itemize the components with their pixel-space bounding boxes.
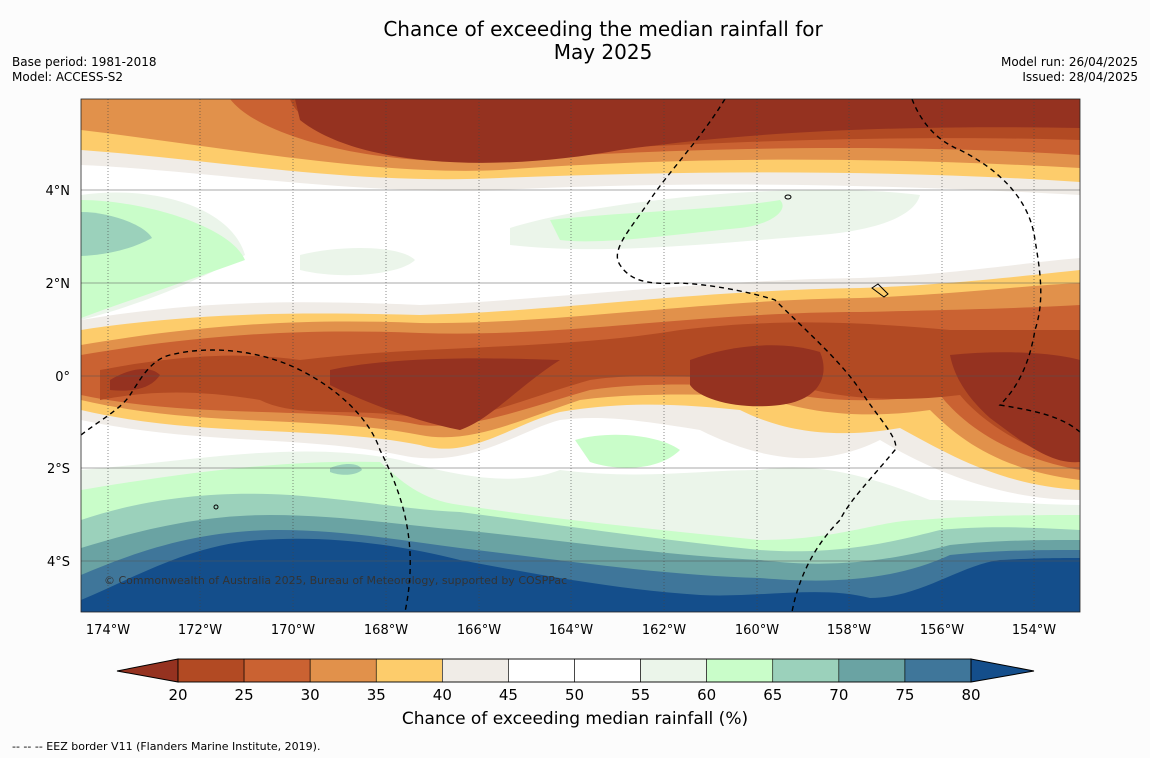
lon-label: 170°W bbox=[271, 623, 315, 638]
lat-label: 0° bbox=[55, 370, 70, 385]
colorbar-cell bbox=[838, 658, 906, 683]
colorbar-cell bbox=[177, 658, 245, 683]
colorbar-tick-label: 80 bbox=[961, 686, 980, 704]
map-title: Chance of exceeding the median rainfall … bbox=[0, 18, 1150, 64]
lon-label: 174°W bbox=[86, 623, 130, 638]
eez-legend-note: -- -- -- EEZ border V11 (Flanders Marine… bbox=[12, 740, 321, 753]
colorbar-tick-label: 45 bbox=[499, 686, 518, 704]
lon-label: 164°W bbox=[549, 623, 593, 638]
colorbar-label: Chance of exceeding median rainfall (%) bbox=[401, 709, 749, 729]
lon-label: 168°W bbox=[364, 623, 408, 638]
base-period: Base period: 1981-2018 bbox=[12, 55, 157, 69]
title-line-2: May 2025 bbox=[553, 40, 653, 64]
run-info: Model run: 26/04/2025 Issued: 28/04/2025 bbox=[1001, 55, 1138, 85]
longitude-labels: 174°W 172°W 170°W 168°W 166°W 164°W 162°… bbox=[86, 623, 1056, 638]
title-line-1: Chance of exceeding the median rainfall … bbox=[383, 17, 823, 41]
colorbar-cell bbox=[442, 658, 509, 683]
colorbar: 20 25 30 35 40 45 50 55 60 65 70 75 80 bbox=[116, 658, 1035, 704]
colorbar-tick-label: 50 bbox=[565, 686, 584, 704]
colorbar-cell bbox=[904, 658, 972, 683]
lat-label: 2°N bbox=[46, 277, 71, 292]
copyright-notice: © Commonwealth of Australia 2025, Bureau… bbox=[104, 574, 567, 587]
colorbar-cells bbox=[177, 658, 972, 683]
colorbar-cell bbox=[640, 658, 707, 683]
colorbar-tick-label: 35 bbox=[367, 686, 386, 704]
model-name: Model: ACCESS-S2 bbox=[12, 70, 124, 84]
model-info: Base period: 1981-2018 Model: ACCESS-S2 bbox=[12, 55, 157, 85]
latitude-lines bbox=[81, 189, 1080, 562]
colorbar-tick-label: 60 bbox=[697, 686, 716, 704]
colorbar-cell bbox=[309, 658, 377, 683]
colorbar-tick-label: 30 bbox=[301, 686, 320, 704]
eez-borders bbox=[81, 99, 1080, 612]
lat-label: 2°S bbox=[47, 462, 70, 477]
colorbar-under-arrow bbox=[116, 658, 179, 683]
colorbar-tick-label: 75 bbox=[895, 686, 914, 704]
colorbar-tick-label: 70 bbox=[829, 686, 848, 704]
colorbar-cell bbox=[772, 658, 840, 683]
colorbar-cell bbox=[574, 658, 641, 683]
colorbar-cell bbox=[706, 658, 774, 683]
colorbar-over-arrow bbox=[970, 658, 1035, 683]
island-outlines bbox=[213, 194, 889, 510]
colorbar-tick-label: 20 bbox=[168, 686, 187, 704]
lon-label: 166°W bbox=[457, 623, 501, 638]
lon-label: 162°W bbox=[642, 623, 686, 638]
lon-label: 160°W bbox=[735, 623, 779, 638]
colorbar-tick-label: 65 bbox=[763, 686, 782, 704]
colorbar-tick-label: 40 bbox=[433, 686, 452, 704]
lon-label: 172°W bbox=[178, 623, 222, 638]
latitude-labels: 4°N 2°N 0° 2°S 4°S bbox=[46, 184, 71, 570]
colorbar-cell bbox=[375, 658, 443, 683]
issued-date: Issued: 28/04/2025 bbox=[1022, 70, 1138, 84]
colorbar-cell bbox=[243, 658, 311, 683]
lat-label: 4°S bbox=[47, 555, 70, 570]
lat-label: 4°N bbox=[46, 184, 71, 199]
colorbar-tick-label: 25 bbox=[235, 686, 254, 704]
rainfall-probability-field bbox=[81, 99, 1080, 612]
lon-label: 156°W bbox=[920, 623, 964, 638]
map-frame bbox=[80, 98, 1081, 613]
colorbar-tick-labels: 20 25 30 35 40 45 50 55 60 65 70 75 80 bbox=[168, 686, 980, 704]
lon-label: 154°W bbox=[1012, 623, 1056, 638]
colorbar-cell bbox=[508, 658, 575, 683]
colorbar-tick-label: 55 bbox=[631, 686, 650, 704]
model-run: Model run: 26/04/2025 bbox=[1000, 55, 1138, 69]
lon-label: 158°W bbox=[827, 623, 871, 638]
